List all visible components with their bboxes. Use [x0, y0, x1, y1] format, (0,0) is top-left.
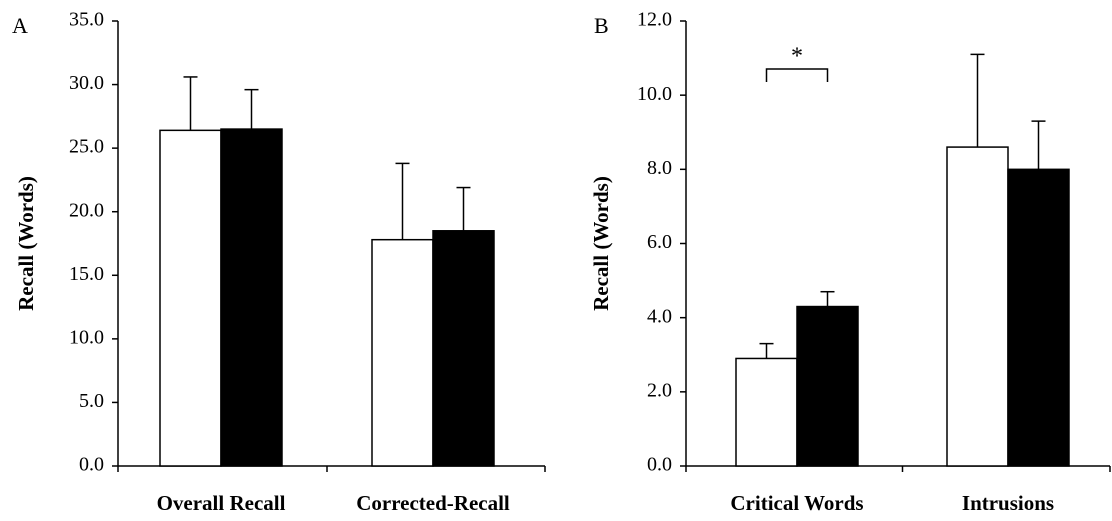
panel-label: A	[12, 13, 28, 38]
panel-a: A Recall (Words) 0.0 5.0 10.0 15.0 20.0 25.0 30.…	[12, 9, 546, 515]
y-tick-label: 35.0	[69, 9, 104, 31]
panel-b: B Recall (Words) 0.0 2.0 4.0 6.0 8.0 10.0 12.0 Cr…	[589, 9, 1111, 515]
y-tick-label: 0.0	[647, 454, 672, 476]
y-tick-label: 8.0	[647, 157, 672, 179]
y-tick-label: 30.0	[69, 72, 104, 94]
y-axis-title: Recall (Words)	[14, 176, 38, 311]
y-tick-label: 10.0	[69, 326, 104, 348]
panel-label: B	[594, 13, 609, 38]
x-category-label: Critical Words	[730, 491, 863, 515]
bar	[1007, 168, 1070, 467]
y-tick-label: 15.0	[69, 263, 104, 285]
y-axis-title: Recall (Words)	[589, 176, 613, 311]
bar	[432, 230, 495, 467]
y-tick-label: 4.0	[647, 305, 672, 327]
y-tick-label: 25.0	[69, 136, 104, 158]
bar	[371, 238, 434, 467]
bar	[159, 129, 222, 467]
bar	[946, 146, 1009, 467]
bar	[796, 305, 859, 467]
y-tick-label: 12.0	[637, 9, 672, 31]
x-category-label: Intrusions	[962, 491, 1054, 515]
y-tick-label: 10.0	[637, 83, 672, 105]
y-tick-label: 2.0	[647, 379, 672, 401]
y-tick-label: 6.0	[647, 231, 672, 253]
bar	[735, 357, 798, 467]
x-category-label: Overall Recall	[157, 491, 286, 515]
x-category-label: Corrected-Recall	[356, 491, 510, 515]
y-tick-label: 0.0	[79, 454, 104, 476]
bar	[220, 128, 283, 467]
y-tick-label: 5.0	[79, 390, 104, 412]
significance-bracket	[765, 68, 829, 82]
significance-marker: *	[791, 44, 803, 70]
y-tick-label: 20.0	[69, 199, 104, 221]
